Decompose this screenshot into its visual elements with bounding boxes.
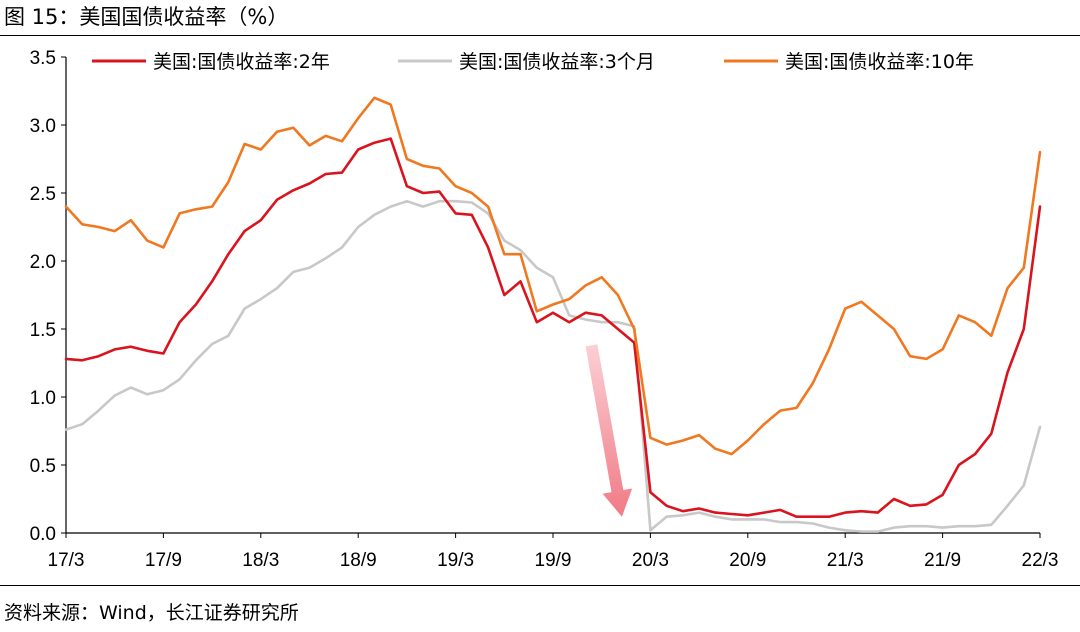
y-axis-ticks: 0.0 0.5 1.0 1.5 2.0 2.5 3.0 3.5 — [30, 48, 66, 545]
legend-label-2: 美国:国债收益率:10年 — [785, 51, 974, 73]
x-tick-label: 19/3 — [437, 550, 474, 571]
legend-label-1: 美国:国债收益率:3个月 — [459, 51, 655, 73]
top-rule — [0, 35, 1080, 36]
y-tick-label: 2.5 — [30, 184, 56, 205]
y-tick-label: 1.5 — [30, 320, 56, 341]
series-line-2 — [64, 96, 1042, 456]
x-tick-label: 21/9 — [924, 550, 961, 571]
x-tick-label: 17/9 — [145, 550, 182, 571]
y-tick-label: 3.5 — [30, 48, 56, 69]
x-tick-label: 20/9 — [729, 550, 766, 571]
y-tick-label: 1.0 — [30, 388, 56, 409]
series-lines — [64, 96, 1042, 533]
figure-title: 图 15：美国国债收益率（%） — [4, 5, 289, 29]
yield-line-chart: 0.0 0.5 1.0 1.5 2.0 2.5 3.0 3.5 17/3 17/9 18/3 18/… — [30, 48, 1059, 571]
x-tick-label: 22/3 — [1022, 550, 1059, 571]
chart-legend: 美国:国债收益率:2年 美国:国债收益率:3个月 美国:国债收益率:10年 — [92, 51, 974, 73]
x-tick-label: 19/9 — [535, 550, 572, 571]
series-line-1 — [64, 199, 1042, 533]
source-note: 资料来源：Wind，长江证券研究所 — [4, 602, 299, 624]
y-tick-label: 0.0 — [30, 524, 56, 545]
series-line-0 — [64, 137, 1042, 518]
down-arrow-icon — [585, 344, 633, 517]
chart-axes — [65, 57, 1040, 534]
y-tick-label: 3.0 — [30, 116, 56, 137]
x-axis-ticks: 17/3 17/9 18/3 18/9 19/3 19/9 20/3 20/9 21/3 21/9… — [48, 533, 1059, 571]
x-tick-label: 18/3 — [242, 550, 279, 571]
x-tick-label: 18/9 — [340, 550, 377, 571]
annotation-arrow — [585, 344, 633, 517]
x-tick-label: 20/3 — [632, 550, 669, 571]
legend-label-0: 美国:国债收益率:2年 — [153, 51, 330, 73]
y-tick-label: 0.5 — [30, 456, 56, 477]
bottom-rule — [0, 585, 1080, 586]
x-tick-label: 17/3 — [48, 550, 85, 571]
y-tick-label: 2.0 — [30, 252, 56, 273]
x-tick-label: 21/3 — [827, 550, 864, 571]
